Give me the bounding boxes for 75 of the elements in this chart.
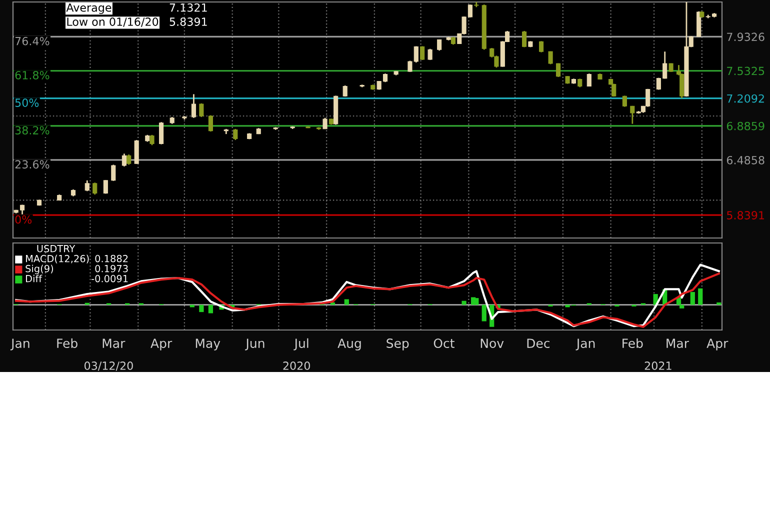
x-tick-label: Apr: [150, 338, 172, 350]
annotation: 7.1321: [170, 3, 207, 12]
candlestick: [233, 128, 238, 141]
bar: [716, 302, 722, 305]
x-tick-label: Apr: [706, 338, 728, 350]
annotation: Average: [66, 4, 112, 14]
annotation: 0.1973: [95, 264, 128, 272]
text: 2021: [644, 362, 672, 370]
x-tick-label: Jul: [294, 338, 308, 350]
x-tick-label: Dec: [527, 338, 550, 348]
x-tick-label: Jan: [10, 338, 30, 350]
annotation: 23.6%: [15, 160, 50, 169]
y-tick-label: 6.4858: [726, 156, 764, 164]
annotation: 0%: [15, 215, 32, 224]
candlestick: [134, 139, 139, 165]
bar: [208, 304, 214, 314]
legend-label: Sig(9): [26, 264, 54, 274]
text: 0.1882: [95, 254, 128, 262]
annotation: 76.4%: [15, 36, 50, 46]
y-tick-label: 7.9326: [727, 32, 764, 42]
candlestick: [92, 182, 98, 196]
legend-title: USDTRY: [37, 244, 76, 252]
candlestick: [103, 179, 108, 194]
bar: [330, 302, 336, 305]
x-tick-label: Jan: [576, 338, 595, 350]
candlestick: [522, 30, 527, 48]
bar: [474, 298, 479, 305]
y-tick-label: 6.8859: [726, 122, 764, 130]
candlestick: [420, 46, 425, 61]
bar: [482, 304, 486, 322]
bar: [698, 288, 703, 305]
bar: [344, 299, 349, 305]
x-tick-label: May: [196, 338, 220, 350]
annotation: 50%: [15, 98, 39, 107]
candlestick: [122, 152, 127, 168]
candlestick: [191, 93, 196, 119]
text: 03/12/20: [84, 362, 133, 371]
x-tick-label: Feb: [622, 338, 643, 348]
x-tick-label: Jun: [245, 338, 264, 350]
x-tick-label: Sep: [386, 338, 409, 350]
y-tick-label: 5.8391: [727, 211, 764, 220]
x-tick-label: Mar: [666, 338, 689, 348]
y-tick-label: 7.5325: [727, 66, 764, 76]
annotation: 38.2%: [15, 126, 50, 134]
candlestick: [630, 105, 635, 125]
candlestick: [622, 95, 627, 108]
candlestick: [126, 154, 132, 166]
y-tick-label: 7.2092: [727, 94, 764, 103]
x-tick-label: Mar: [102, 338, 126, 348]
candlestick: [586, 72, 592, 88]
annotation: Low on 01/16/20: [67, 18, 158, 27]
x-tick-label: Nov: [480, 338, 504, 348]
bar: [690, 292, 695, 305]
annotation: -0.0091: [92, 274, 128, 282]
legend-label: Diff: [26, 274, 42, 282]
candlestick: [428, 48, 432, 61]
candlestick: [538, 40, 544, 53]
candlestick: [474, 2, 479, 8]
candlestick: [556, 62, 561, 78]
candlestick: [159, 121, 164, 145]
bar: [199, 304, 204, 312]
text: 2020: [283, 362, 310, 370]
x-tick-label: Aug: [338, 338, 361, 350]
candlestick: [150, 134, 154, 146]
candlestick: [322, 117, 328, 130]
candlestick: [111, 164, 116, 182]
annotation: 61.8%: [15, 70, 50, 80]
bar: [462, 300, 466, 305]
candlestick: [84, 180, 90, 192]
candlestick: [208, 114, 214, 132]
x-tick-label: Oct: [434, 338, 454, 348]
candlestick: [199, 102, 204, 118]
x-tick-label: Feb: [57, 338, 78, 348]
annotation: 5.8391: [170, 18, 207, 26]
legend-label: MACD(12,26): [26, 254, 89, 264]
